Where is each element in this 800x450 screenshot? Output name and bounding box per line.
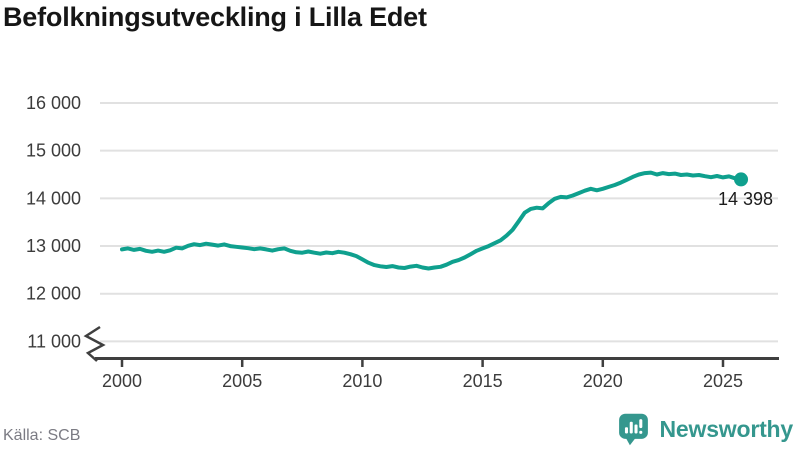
newsworthy-wordmark: Newsworthy [659, 415, 794, 442]
population-line [120, 170, 743, 271]
y-tick-label: 11 000 [27, 331, 81, 351]
x-tick-label: 2015 [463, 371, 503, 391]
end-value-label: 14 398 [718, 189, 773, 209]
x-tick-label: 2020 [583, 371, 623, 391]
end-point-dot [734, 172, 749, 187]
x-tick-label: 2000 [102, 371, 142, 391]
y-tick-label: 12 000 [26, 284, 81, 304]
source-label: Källa: SCB [3, 427, 81, 444]
y-tick-label: 13 000 [26, 236, 81, 256]
newsworthy-bubble-chart-icon [618, 413, 648, 446]
y-tick-label: 14 000 [26, 188, 81, 208]
newsworthy-logo[interactable]: Newsworthy [615, 411, 793, 447]
y-tick-label: 16 000 [26, 93, 81, 113]
axis-break-icon [83, 325, 106, 362]
y-tick-label: 15 000 [26, 141, 81, 161]
page-title: Befolkningsutveckling i Lilla Edet [3, 2, 427, 32]
x-tick-label: 2010 [342, 371, 382, 391]
x-tick-label: 2005 [222, 371, 262, 391]
x-tick-label: 2025 [703, 371, 743, 391]
